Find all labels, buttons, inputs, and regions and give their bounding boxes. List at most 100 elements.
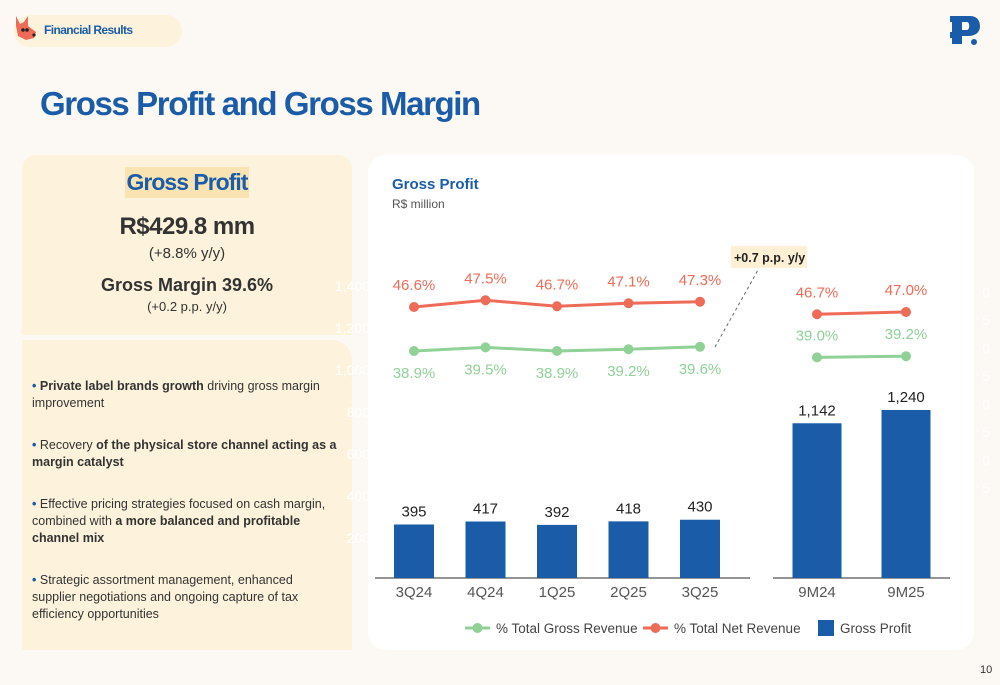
bullet-text-bold: of the physical store channel acting as … [32, 438, 337, 469]
bar-value-label: 430 [687, 499, 712, 516]
bar-gross-profit [394, 524, 434, 578]
gross-revenue-label: 39.0% [796, 327, 839, 344]
gross-revenue-label: 39.5% [464, 361, 507, 378]
gross-revenue-label: 38.9% [393, 365, 436, 382]
net-revenue-line [816, 310, 907, 316]
bar-gross-profit [881, 410, 931, 578]
gross-revenue-label: 38.9% [536, 365, 579, 382]
bar-gross-profit [792, 423, 842, 578]
highlight-bullet: • Effective pricing strategies focused o… [32, 496, 337, 547]
highlight-bullet: • Private label brands growth driving gr… [32, 378, 337, 412]
gross-revenue-point [480, 342, 491, 353]
highlights-card: • Private label brands growth driving gr… [22, 340, 352, 650]
bullet-dot-icon: • [32, 438, 40, 452]
gross-revenue-point [409, 346, 419, 356]
x-tick-label: 2Q25 [610, 584, 647, 601]
right-axis-tick: 5 [982, 480, 990, 496]
right-axis-tick: 5 [982, 312, 990, 328]
annotation-box [731, 246, 807, 268]
net-revenue-point [623, 298, 634, 309]
left-axis-tick: 800 [347, 404, 371, 420]
chart-title: Gross Profit [392, 176, 479, 193]
gross-revenue-point [695, 341, 705, 352]
net-revenue-point [812, 309, 822, 320]
legend-gross-revenue-label: % Total Gross Revenue [496, 621, 638, 636]
legend-gross-revenue-marker-icon [472, 623, 483, 633]
kpi-heading: Gross Profit [124, 167, 250, 198]
bar-gross-profit [680, 519, 720, 578]
net-revenue-point [552, 301, 562, 312]
gross-revenue-label: 39.6% [679, 361, 722, 378]
legend-gross-profit-label: Gross Profit [840, 621, 912, 636]
left-axis-tick: 600 [347, 446, 371, 462]
x-tick-label: 3Q25 [682, 584, 719, 601]
net-revenue-label: 47.5% [464, 270, 507, 287]
bullet-text: Recovery [39, 438, 97, 452]
brand-pill [14, 15, 182, 47]
net-revenue-label: 47.0% [885, 282, 928, 299]
legend-net-revenue-label: % Total Net Revenue [674, 621, 801, 636]
page-title: Gross Profit and Gross Margin [40, 85, 481, 122]
legend-net-revenue-marker-icon [650, 623, 661, 633]
right-axis-tick: 5 [982, 368, 990, 384]
x-tick-label: 3Q24 [396, 584, 433, 601]
gross-revenue-point [901, 351, 911, 362]
net-revenue-point [480, 295, 491, 306]
left-axis-tick: 400 [347, 488, 371, 504]
bullet-text: Effective pricing strategies focused on … [32, 497, 326, 528]
net-revenue-label: 47.1% [607, 273, 650, 290]
bar-value-label: 417 [473, 501, 498, 518]
x-tick-label: 9M25 [887, 584, 925, 601]
gross-margin-change: (+0.2 p.p. y/y) [147, 299, 227, 314]
annotation-label: +0.7 p.p. y/y [734, 251, 805, 265]
chart-subtitle: R$ million [392, 197, 445, 211]
brand-label: Financial Results [44, 23, 133, 37]
gross-revenue-point [812, 352, 822, 363]
bar-value-label: 1,142 [798, 402, 836, 419]
net-revenue-point [901, 307, 911, 317]
net-revenue-point [409, 302, 419, 312]
bar-value-label: 392 [544, 504, 569, 521]
highlight-bullet: • Recovery of the physical store channel… [32, 437, 337, 471]
bar-value-label: 418 [616, 500, 641, 517]
bar-gross-profit [465, 521, 506, 578]
net-revenue-label: 47.3% [679, 272, 722, 289]
gross-revenue-label: 39.2% [607, 363, 650, 380]
bullet-dot-icon: • [32, 497, 40, 511]
bar-gross-profit [608, 521, 649, 578]
left-axis-tick: 200 [347, 530, 371, 546]
gross-margin-value: Gross Margin 39.6% [100, 275, 274, 295]
bullet-text-bold: a more balanced and profitable channel m… [32, 514, 301, 545]
legend-gross-profit-swatch-icon [818, 620, 834, 636]
right-axis-tick: 0 [982, 284, 990, 300]
kpi-card: Gross Profit R$429.8 mm (+8.8% y/y) Gros… [22, 155, 352, 335]
x-tick-label: 1Q25 [539, 584, 576, 601]
bullet-text: driving gross margin improvement [32, 379, 320, 410]
right-axis-tick: 0 [982, 340, 990, 356]
right-axis-tick: 0 [982, 452, 990, 468]
bullet-dot-icon: • [32, 573, 40, 587]
gross-profit-value: R$429.8 mm [119, 213, 255, 240]
bullet-text: Strategic assortment management, enhance… [32, 573, 299, 621]
company-logo-icon [950, 16, 980, 45]
net-revenue-label: 46.7% [796, 284, 839, 301]
net-revenue-label: 46.6% [393, 277, 436, 294]
gross-revenue-point [552, 346, 562, 356]
x-tick-label: 9M24 [798, 584, 836, 601]
gross-profit-change: (+8.8% y/y) [148, 245, 226, 262]
gross-revenue-line [816, 354, 907, 359]
left-axis-tick: 1,200 [335, 320, 370, 336]
bar-gross-profit [537, 524, 577, 578]
gross-revenue-label: 39.2% [885, 326, 928, 343]
bar-value-label: 395 [401, 503, 426, 520]
net-revenue-label: 46.7% [536, 276, 579, 293]
gross-revenue-point [623, 344, 634, 355]
highlight-bullet: • Strategic assortment management, enhan… [32, 572, 337, 623]
fox-mascot-icon [16, 16, 36, 40]
left-axis-tick: 1,000 [335, 362, 370, 378]
net-revenue-point [695, 296, 705, 307]
right-axis-tick: 0 [982, 396, 990, 412]
annotation-leader-line [714, 269, 759, 348]
page-number: 10 [980, 664, 993, 676]
